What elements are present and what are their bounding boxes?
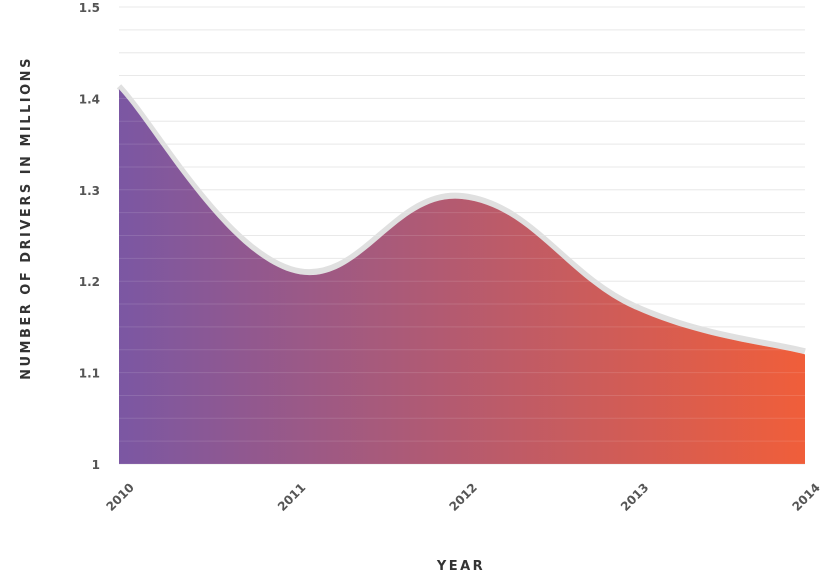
area-series bbox=[119, 89, 805, 464]
x-tick-label: 2013 bbox=[618, 480, 652, 514]
y-tick-label: 1 bbox=[92, 458, 100, 472]
y-tick-label: 1.4 bbox=[79, 92, 100, 106]
x-tick-label: 2011 bbox=[275, 480, 309, 514]
gridlines-overlay bbox=[119, 6, 805, 465]
y-axis-ticks: 1 1.1 1.2 1.3 1.4 1.5 bbox=[79, 1, 100, 472]
x-axis-title: YEAR bbox=[436, 559, 485, 571]
y-tick-label: 1.2 bbox=[79, 275, 100, 289]
x-tick-label: 2014 bbox=[789, 480, 820, 514]
x-axis-ticks: 2010 2011 2012 2013 2014 bbox=[103, 480, 820, 514]
y-tick-label: 1.3 bbox=[79, 184, 100, 198]
y-axis-title: NUMBER OF DRIVERS IN MILLIONS bbox=[19, 56, 34, 380]
y-tick-label: 1.5 bbox=[79, 1, 100, 15]
x-tick-label: 2010 bbox=[103, 480, 137, 514]
y-tick-label: 1.1 bbox=[79, 367, 100, 381]
x-tick-label: 2012 bbox=[446, 480, 480, 514]
area-shadow bbox=[116, 84, 806, 355]
